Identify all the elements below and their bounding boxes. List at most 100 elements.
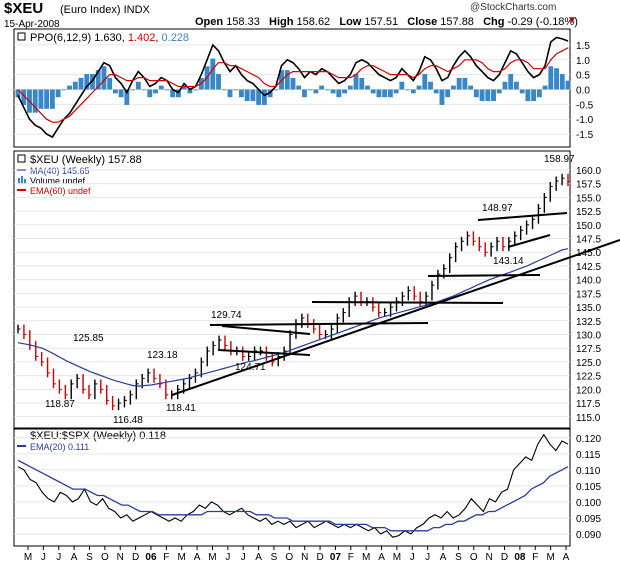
- down-arrow-icon: ▼: [567, 15, 577, 26]
- histogram-bar: [359, 77, 365, 90]
- trendlines: [171, 212, 620, 396]
- histogram-bar: [565, 80, 571, 90]
- x-tick-label: J: [425, 552, 430, 563]
- x-tick-label: A: [563, 552, 570, 563]
- series-line: [17, 47, 569, 123]
- histogram-bar: [250, 89, 256, 102]
- x-tick-label: N: [486, 552, 493, 563]
- annotation-label: 124.71: [235, 362, 266, 373]
- histogram-bar: [307, 89, 313, 91]
- x-tick-label: S: [455, 552, 462, 563]
- x-tick-label: M: [178, 552, 186, 563]
- index-name: (Euro Index): [60, 4, 121, 16]
- histogram-bar: [21, 89, 27, 105]
- histogram-bar: [525, 89, 531, 102]
- histogram-bar: [445, 89, 451, 98]
- histogram-bar: [302, 89, 307, 98]
- annotation-label: 118.41: [166, 403, 196, 414]
- x-tick-label: N: [117, 552, 124, 563]
- y-tick-label: 0.090: [576, 530, 601, 541]
- price-panel-frame: [13, 150, 571, 429]
- y-tick-label: 1.0: [576, 56, 590, 67]
- x-tick-label: J: [241, 552, 246, 563]
- x-tick-label: 08: [514, 552, 526, 563]
- histogram-bar: [193, 89, 199, 91]
- x-tick-label: D: [316, 552, 323, 563]
- x-tick-label: A: [71, 552, 78, 563]
- histogram-bar: [216, 74, 221, 90]
- price-legend: $XEU (Weekly) 157.88 MA(40) 145.65 Volum…: [17, 154, 142, 196]
- y-tick-label: 157.5: [576, 180, 601, 191]
- histogram-bar: [256, 89, 262, 105]
- chg-value: -0.29 (-0.18%): [507, 16, 578, 28]
- histogram-bar: [261, 89, 267, 105]
- histogram-bar: [330, 89, 336, 94]
- histogram-bar: [38, 89, 44, 109]
- histogram-bar: [502, 81, 508, 90]
- histogram-bar: [370, 89, 376, 94]
- histogram-bar: [319, 85, 325, 90]
- histogram-bar: [32, 89, 38, 113]
- x-tick-label: A: [255, 552, 262, 563]
- histogram-bar: [170, 89, 176, 98]
- histogram-bar: [468, 85, 474, 90]
- y-tick-label: 120.0: [576, 385, 601, 396]
- histogram-bar: [118, 89, 124, 98]
- y-tick-label: 137.5: [576, 289, 601, 300]
- histogram-bar: [290, 77, 296, 90]
- histogram-bar: [536, 89, 542, 98]
- x-tick-label: J: [225, 552, 230, 563]
- series-line: [17, 36, 569, 139]
- x-tick-label: O: [285, 552, 293, 563]
- y-tick-label: 0.5: [576, 71, 590, 82]
- x-tick-label: M: [393, 552, 401, 563]
- histogram-bar: [141, 89, 147, 91]
- x-tick-label: N: [301, 552, 308, 563]
- chart-name: (Euro Index) INDX: [60, 4, 150, 16]
- histogram-bar: [187, 89, 193, 94]
- histogram-bar: [135, 81, 141, 90]
- y-tick-label: 0.095: [576, 514, 601, 525]
- histogram-bar: [519, 89, 525, 94]
- x-tick-label: D: [501, 552, 508, 563]
- histogram-bar: [244, 89, 250, 102]
- y-tick-label: 117.5: [576, 399, 601, 410]
- histogram-bar: [147, 89, 153, 98]
- annotation-label: 125.85: [73, 333, 104, 344]
- histogram-bar: [416, 85, 422, 90]
- histogram-bar: [508, 74, 514, 90]
- y-tick-label: -0.5: [576, 100, 594, 111]
- histogram-bar: [473, 89, 479, 98]
- histogram-bar: [456, 77, 462, 90]
- histogram-bar: [559, 74, 565, 90]
- histogram-bar: [101, 66, 107, 90]
- price-annotations: 125.85 118.87 116.48 123.18 118.41 129.7…: [45, 154, 575, 426]
- channel-line-upper-06: [221, 325, 311, 335]
- histogram-bar: [313, 89, 319, 94]
- histogram-bar: [428, 81, 433, 90]
- histogram-bar: [531, 89, 537, 102]
- histogram-bar: [15, 89, 21, 98]
- histogram-bar: [324, 89, 330, 91]
- histogram-bar: [164, 89, 170, 91]
- y-tick-label: 145.0: [576, 248, 601, 259]
- channel-line-lower-08: [507, 234, 551, 248]
- histogram-bar: [72, 81, 78, 90]
- histogram-bar: [95, 70, 101, 90]
- y-tick-label: 155.0: [576, 193, 601, 204]
- y-tick-label: 122.5: [576, 372, 601, 383]
- x-tick-label: M: [362, 552, 370, 563]
- y-tick-label: 0.105: [576, 482, 601, 493]
- histogram-bar: [554, 68, 559, 90]
- y-tick-label: 147.5: [576, 235, 601, 246]
- x-tick-label: F: [163, 552, 169, 563]
- y-tick-label: 135.0: [576, 303, 601, 314]
- histogram-bar: [382, 89, 388, 98]
- volume-legend: Volume undef: [30, 176, 86, 186]
- histogram-bar: [433, 89, 439, 94]
- histogram-bar: [462, 77, 468, 90]
- histogram-bar: [227, 89, 233, 98]
- series-line: [17, 248, 569, 387]
- histogram-bar: [399, 81, 405, 90]
